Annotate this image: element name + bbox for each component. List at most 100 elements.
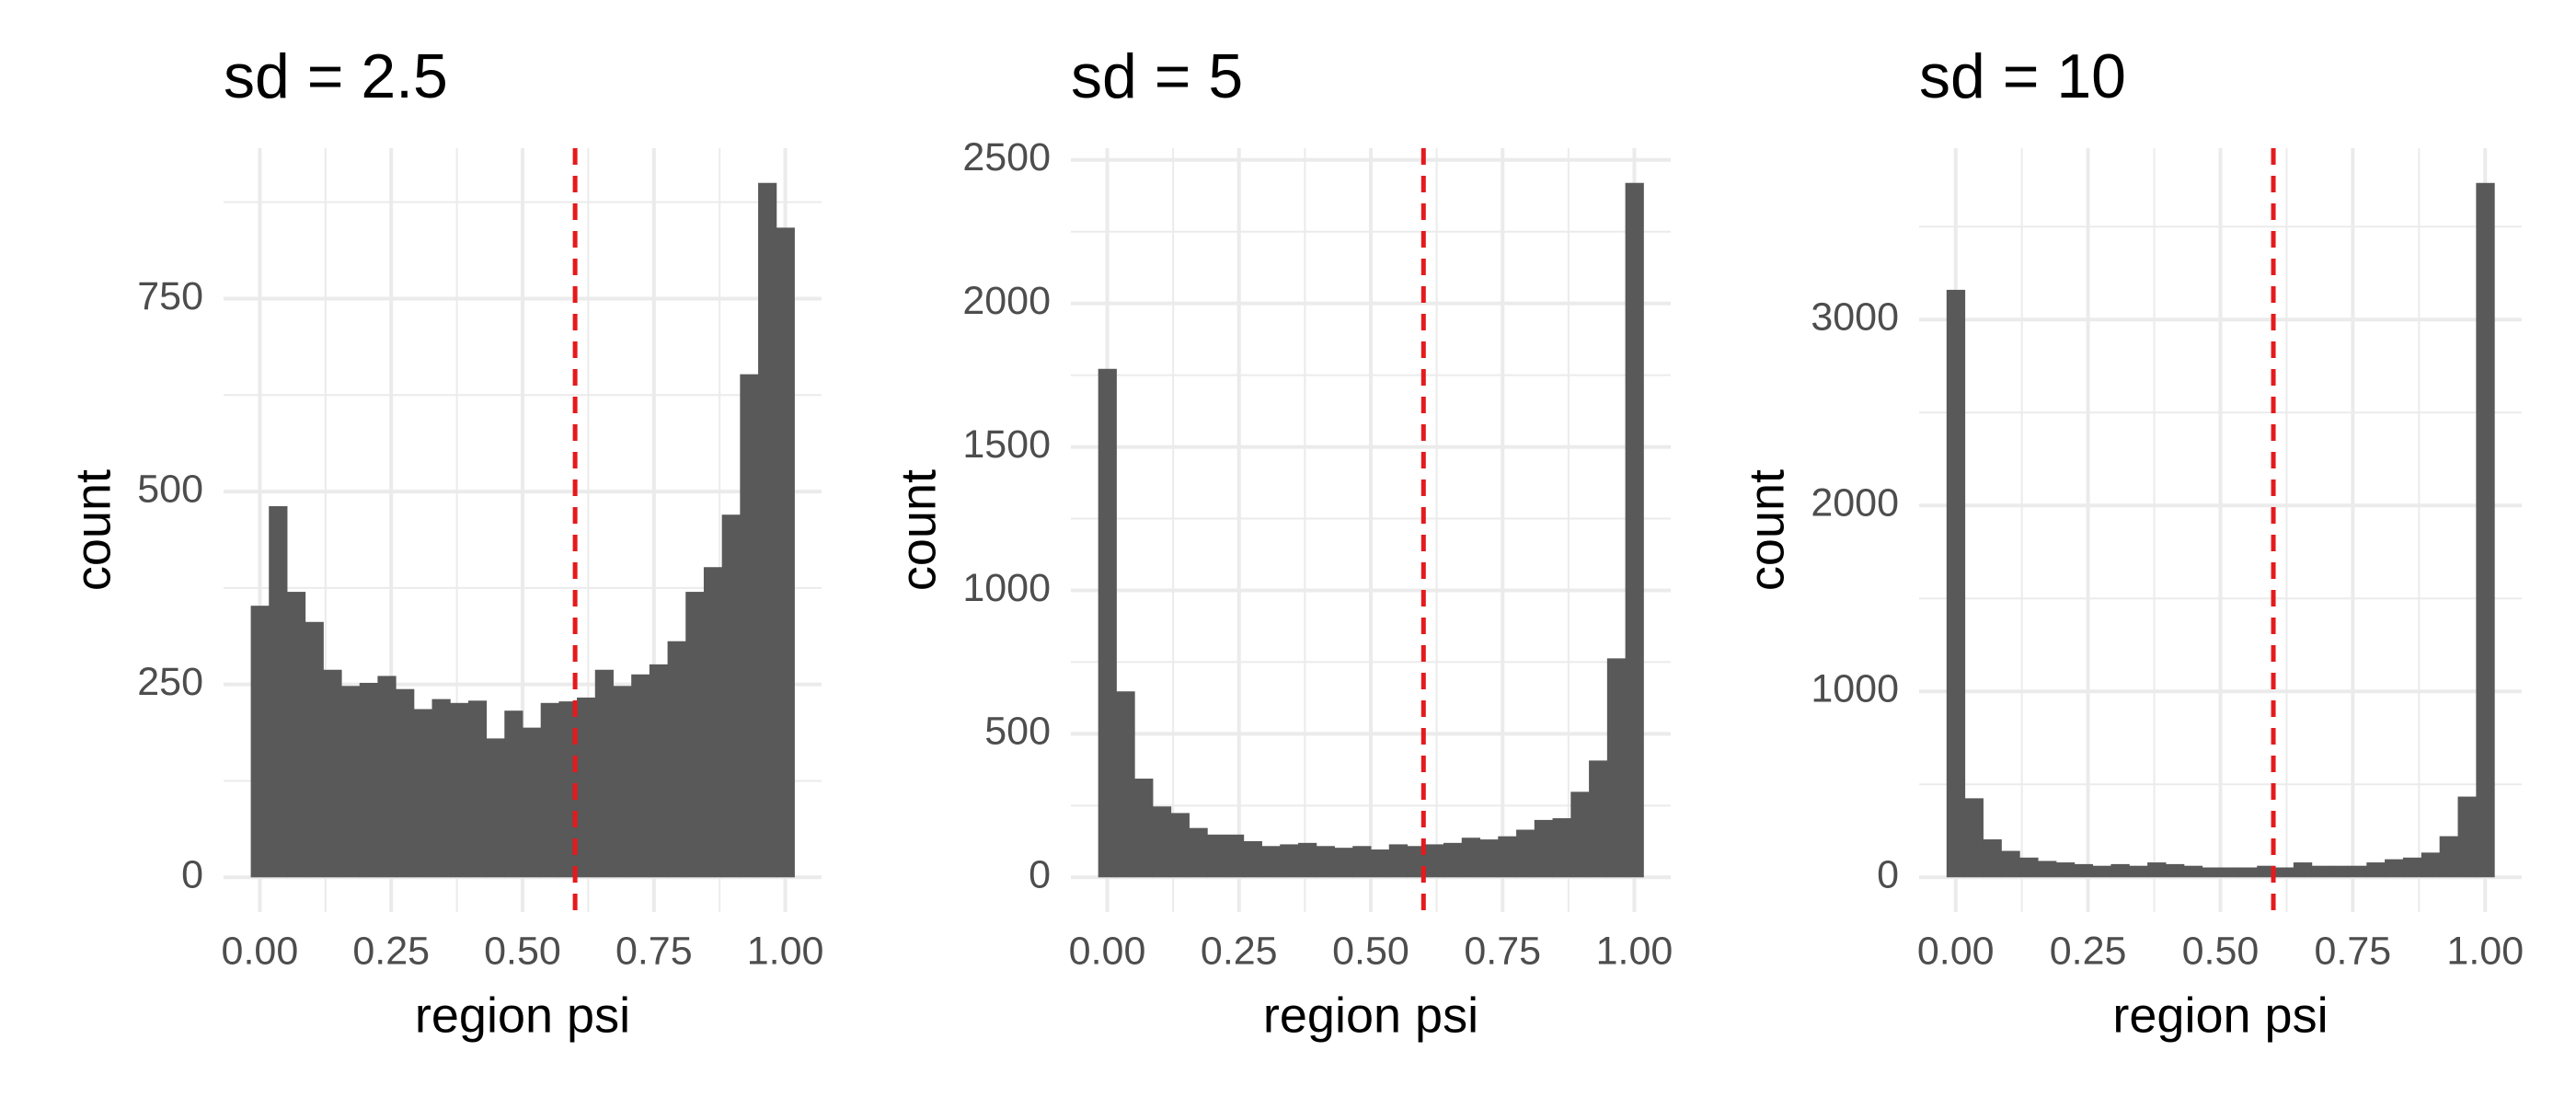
bar	[758, 182, 777, 878]
bar	[305, 621, 324, 878]
bar	[504, 710, 523, 878]
bar	[2275, 867, 2294, 878]
bar	[558, 701, 578, 878]
bar	[323, 669, 342, 878]
y-tick-label: 750	[137, 274, 203, 318]
bar	[1946, 289, 1966, 878]
bar	[1407, 846, 1426, 878]
bar	[631, 674, 650, 878]
bar	[250, 606, 270, 878]
bar	[703, 567, 723, 878]
bar	[2074, 863, 2094, 878]
y-axis-title: count	[1740, 469, 1795, 591]
bar	[1461, 838, 1481, 878]
bar	[740, 374, 759, 878]
bar	[2293, 862, 2313, 878]
bar	[2202, 867, 2221, 878]
x-tick-label: 0.50	[1332, 929, 1409, 973]
x-tick-label: 0.50	[2182, 929, 2260, 973]
bar	[359, 683, 378, 878]
bar	[2257, 865, 2276, 878]
x-tick-label: 1.00	[747, 929, 824, 973]
bar	[540, 702, 559, 878]
bar	[1498, 836, 1517, 878]
bar	[776, 227, 795, 878]
y-tick-label: 2000	[962, 279, 1051, 323]
bar	[2220, 867, 2239, 878]
bar	[1606, 658, 1627, 878]
bar	[2457, 796, 2477, 878]
x-tick-label: 0.50	[484, 929, 561, 973]
bar	[341, 686, 361, 878]
x-tick-label: 1.00	[1596, 929, 1673, 973]
bar	[486, 738, 505, 878]
chart-title: sd = 5	[1071, 41, 1243, 111]
bar	[1479, 839, 1499, 878]
bar	[2165, 863, 2185, 878]
bar	[467, 700, 488, 878]
bar	[2019, 857, 2039, 878]
bar	[2183, 865, 2203, 878]
x-axis-title: region psi	[1263, 988, 1478, 1043]
bar	[431, 699, 451, 878]
y-tick-label: 0	[1877, 853, 1899, 897]
bar	[1371, 849, 1390, 878]
bar	[667, 641, 686, 878]
bar	[1983, 839, 2002, 878]
y-tick-label: 2500	[962, 135, 1051, 179]
bar	[721, 514, 741, 878]
bar	[1516, 829, 1535, 878]
chart-title: sd = 10	[1919, 41, 2126, 111]
x-tick-label: 0.00	[222, 929, 299, 973]
bar	[2092, 865, 2111, 878]
bar	[450, 702, 469, 878]
x-tick-label: 0.25	[1201, 929, 1278, 973]
bar	[377, 676, 397, 878]
bar	[613, 686, 632, 878]
x-tick-label: 1.00	[2446, 929, 2524, 973]
bar	[1316, 846, 1335, 878]
bar	[1388, 844, 1409, 878]
bar	[685, 592, 705, 878]
bar	[2421, 852, 2441, 878]
bar	[1280, 844, 1299, 878]
bar	[2038, 861, 2057, 878]
bar	[594, 669, 614, 878]
x-tick-label: 0.25	[352, 929, 430, 973]
bar	[1225, 834, 1245, 878]
bar	[523, 727, 542, 878]
bar	[2366, 862, 2386, 878]
bar	[577, 697, 596, 878]
panel: 0.00 0.25 0.50 0.75 1.00 0 1000 2000 3000 sd = 10…	[1740, 41, 2524, 1043]
y-tick-label: 500	[984, 710, 1051, 754]
y-tick-label: 1500	[962, 422, 1051, 467]
bar	[269, 506, 288, 878]
bar	[2311, 865, 2331, 878]
bar	[1189, 827, 1208, 878]
x-axis-title: region psi	[415, 988, 630, 1043]
bar	[1570, 791, 1590, 878]
bar	[2329, 865, 2349, 878]
y-tick-label: 1000	[1811, 667, 1899, 711]
bar	[1116, 691, 1135, 878]
bar	[2476, 182, 2495, 878]
bar	[1152, 806, 1172, 878]
bar	[2348, 865, 2367, 878]
bar	[396, 688, 415, 878]
bar	[2129, 865, 2148, 878]
bar	[2385, 859, 2404, 878]
y-tick-label: 3000	[1811, 295, 1899, 340]
bar	[1552, 818, 1571, 878]
chart-title: sd = 2.5	[224, 41, 448, 111]
y-axis-title: count	[891, 469, 947, 591]
bar	[1297, 842, 1317, 878]
bar	[2238, 867, 2258, 878]
bar	[1352, 846, 1372, 878]
x-tick-label: 0.75	[615, 929, 693, 973]
bar	[1098, 368, 1117, 878]
bar	[2402, 857, 2422, 878]
y-axis-title: count	[66, 469, 121, 591]
x-tick-label: 0.25	[2050, 929, 2127, 973]
